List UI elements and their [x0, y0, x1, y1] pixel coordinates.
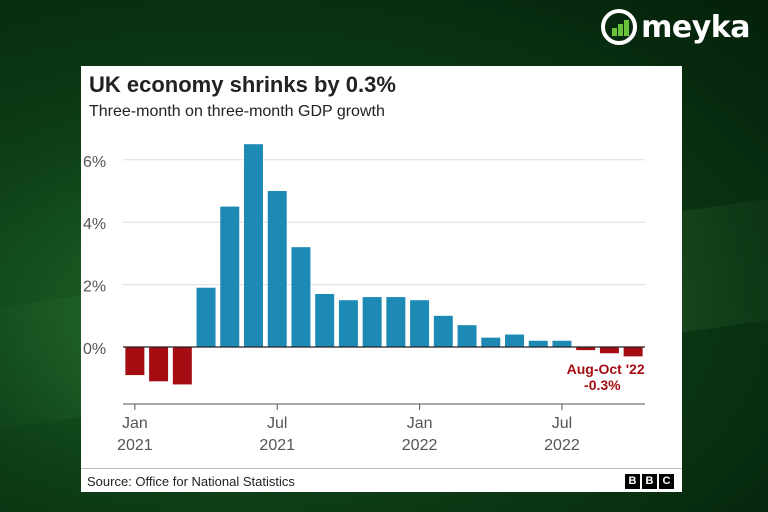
chart-title: UK economy shrinks by 0.3% [89, 72, 396, 97]
bar [386, 297, 406, 347]
bar [599, 347, 619, 354]
x-tick-year: 2022 [402, 437, 438, 454]
y-tick-label: 2% [83, 279, 106, 296]
annotation-label: Aug-Oct '22 [567, 361, 645, 377]
x-tick-year: 2022 [544, 437, 580, 454]
bar [291, 247, 311, 347]
meyka-logo-icon [601, 9, 638, 45]
y-tick-label: 4% [83, 216, 106, 233]
bar [552, 340, 572, 347]
bar [267, 191, 287, 347]
bar-chart: 0% 2% 4% 6% Jan 2021 Jul 2021 Jan 2022 Jul 2022 Aug-… [83, 144, 645, 454]
brand-name: meyka [641, 9, 750, 45]
bbc-logo-letter: B [625, 474, 640, 489]
x-tick-month: Jul [552, 415, 572, 432]
x-tick-year: 2021 [259, 437, 295, 454]
bar [244, 144, 263, 347]
source-note: Source: Office for National Statistics [87, 474, 295, 489]
x-tick-month: Jan [122, 415, 148, 432]
bar [149, 347, 169, 382]
meyka-logo: meyka [601, 6, 750, 48]
bar [172, 347, 192, 385]
bar [528, 340, 548, 347]
y-tick-label: 6% [83, 154, 106, 171]
bar [315, 293, 335, 347]
bar [220, 206, 240, 347]
bar [125, 347, 145, 376]
bar [576, 347, 596, 351]
annotation-value: -0.3% [584, 377, 621, 393]
bbc-logo: B B C [625, 474, 674, 489]
x-tick-month: Jul [267, 415, 287, 432]
bar [362, 297, 382, 347]
chart-subtitle: Three-month on three-month GDP growth [89, 103, 385, 120]
bbc-logo-letter: B [642, 474, 657, 489]
bar [196, 287, 216, 347]
x-tick-year: 2021 [117, 437, 153, 454]
bar [623, 347, 643, 357]
bar [433, 315, 453, 347]
x-tick-month: Jan [407, 415, 433, 432]
bar [481, 337, 501, 347]
bar [505, 334, 524, 347]
bar [338, 300, 358, 347]
bar [457, 325, 477, 347]
y-tick-label: 0% [83, 341, 106, 358]
chart-card: UK economy shrinks by 0.3% Three-month o… [81, 66, 682, 492]
chart-footer: Source: Office for National Statistics B… [81, 468, 682, 493]
bbc-logo-letter: C [659, 474, 674, 489]
bar [410, 300, 430, 347]
